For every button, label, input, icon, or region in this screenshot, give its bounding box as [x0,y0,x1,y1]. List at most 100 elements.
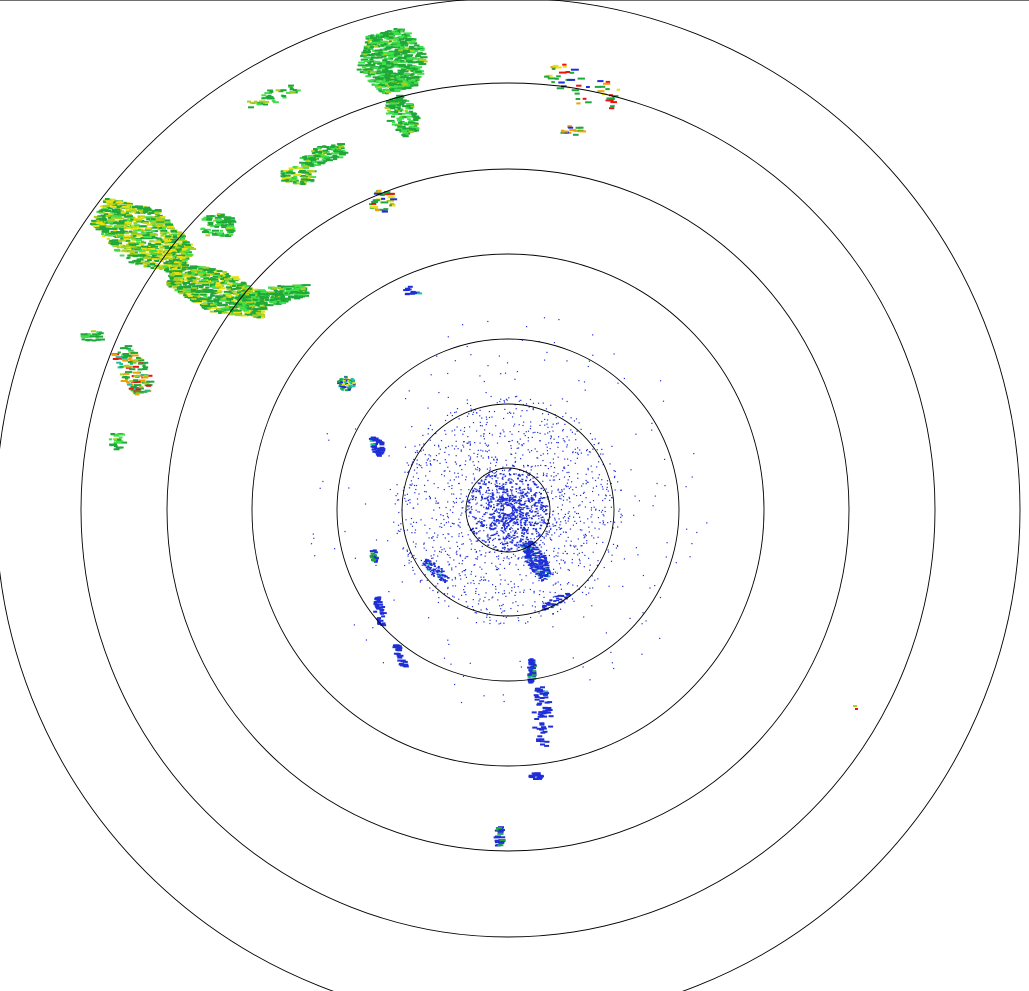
clutter-dot [516,548,518,550]
echo-cell [139,216,148,219]
echo-cell [130,360,137,363]
clutter-dot [551,534,553,536]
clutter-dot [549,591,551,593]
clutter-dot [478,583,480,585]
echo-cell [256,103,262,106]
echo-cell [191,288,195,291]
echo-cell [223,273,230,276]
echo-cell [246,307,252,310]
clutter-dot [549,431,551,433]
echo-cell [573,133,579,136]
clutter-dot [506,555,508,558]
clutter-dot [435,454,438,457]
echo-cell [294,295,299,298]
clutter-dot [406,503,408,505]
echo-cell [312,151,321,154]
echo-cell [221,226,228,229]
echo-cell [158,244,164,247]
clutter-dot [431,429,433,431]
echo-cell [363,56,367,59]
echo-cell [396,104,400,106]
clutter-dot [406,549,408,551]
echo-cell [271,286,279,289]
clutter-dot [593,444,595,446]
clutter-dot [510,531,512,533]
clutter-dot [396,484,398,486]
clutter-dot [479,580,481,582]
clutter-dot [556,521,558,523]
clutter-dot [517,492,519,494]
clutter-dot [525,521,527,523]
clutter-dot [527,474,529,476]
echo-cell [173,272,180,275]
clutter-dot [536,457,538,459]
clutter-dot [518,443,520,445]
clutter-dot [554,583,556,585]
echo-cell [122,219,127,222]
echo-cell [417,69,422,72]
clutter-dot [577,538,579,540]
echo-cell [382,71,388,74]
echo-cell [225,286,232,289]
clutter-dot [615,547,617,549]
clutter-dot [580,452,582,454]
clutter-dot [416,472,418,474]
clutter-dot [560,584,562,586]
echo-cell [396,84,405,86]
clutter-dot [576,430,578,432]
clutter-dot [522,507,525,509]
echo-cell [117,200,122,203]
clutter-dot [539,440,541,442]
clutter-dot [566,446,568,448]
echo-cell [280,172,285,175]
echo-cell [181,264,190,267]
clutter-dot [524,561,526,563]
clutter-dot [518,447,520,449]
clutter-dot [498,623,500,625]
clutter-dot [402,548,404,550]
echo-cell [363,45,369,48]
clutter-dot [461,543,463,545]
echo-cell [599,85,606,88]
echo-cell [381,67,385,70]
echo-cell [155,217,161,220]
echo-cell [295,179,299,182]
clutter-dot [465,479,467,481]
clutter-dot [511,489,513,491]
clutter-dot [460,578,462,580]
echo-cell [186,276,195,279]
clutter-dot [520,538,522,540]
echo-cell [236,291,242,294]
clutter-dot [584,506,586,508]
clutter-dot [486,421,488,424]
clutter-dot [557,506,559,508]
echo-cell [151,258,158,261]
echo-cell [205,286,210,289]
clutter-dot [557,513,559,515]
echo-cell [229,292,234,294]
echo-cell [89,335,97,338]
clutter-dot [515,564,517,566]
echo-cell [401,130,407,133]
clutter-dot [459,526,461,528]
echo-cell [322,151,328,154]
clutter-dot [470,540,472,542]
clutter-dot [483,438,485,440]
echo-cell [185,282,191,284]
echo-cell [261,293,269,296]
clutter-dot [503,401,506,403]
clutter-dot [544,424,546,426]
clutter-dot [414,573,416,575]
echo-cell [115,224,123,227]
clutter-dot [586,449,588,451]
clutter-dot [520,496,522,498]
echo-cell [156,223,164,226]
clutter-dot [444,459,446,461]
echo-cell [391,30,395,33]
clutter-dot [475,503,477,505]
clutter-dot [571,562,573,564]
clutter-dot [604,498,606,500]
clutter-dot [482,450,484,452]
clutter-dot [503,544,505,546]
clutter-dot [462,433,464,435]
